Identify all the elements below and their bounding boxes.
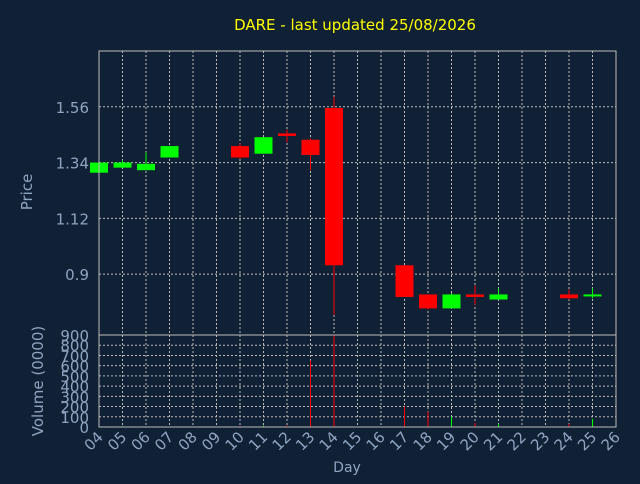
volume-panel-frame — [98, 334, 617, 428]
volume-tick-label: 600 — [60, 358, 89, 376]
price-tick-label: 1.12 — [56, 210, 89, 228]
volume-tick-label: 400 — [60, 378, 89, 396]
x-axis-label: Day — [333, 460, 361, 476]
volume-tick-label: 100 — [60, 409, 89, 427]
volume-tick-label: 500 — [60, 368, 89, 386]
candle-body — [325, 108, 343, 266]
price-tick-labels: 1.56 1.34 1.12 0.9 — [56, 99, 89, 284]
volume-tick-label: 900 — [60, 327, 89, 345]
volume-bars — [98, 335, 593, 427]
candle-body — [395, 265, 414, 297]
x-tick-labels: 0405060708091011121314151617181920212223… — [81, 428, 624, 454]
candle-body — [560, 294, 578, 299]
volume-tick-label: 300 — [60, 388, 89, 406]
volume-tick-label: 800 — [60, 337, 89, 355]
candle-body — [442, 294, 461, 309]
volume-tick-label: 0 — [79, 419, 89, 437]
candle-body — [466, 294, 484, 297]
candle-body — [301, 139, 320, 155]
candle-body — [419, 294, 437, 309]
candle-body — [231, 146, 249, 158]
volume-tick-label: 700 — [60, 347, 89, 365]
candle-body — [583, 294, 602, 297]
candle-body — [137, 163, 155, 171]
candle-body — [489, 294, 508, 300]
candles — [90, 96, 602, 315]
candle-body — [278, 133, 296, 136]
price-tick-label: 1.34 — [56, 155, 89, 173]
price-axis-label: Price — [18, 174, 36, 211]
chart-title: DARE - last updated 25/08/2026 — [234, 16, 476, 34]
volume-axis-label: Volume (0000) — [29, 326, 47, 436]
volume-tick-label: 200 — [60, 399, 89, 417]
candle-body — [254, 137, 273, 154]
price-tick-label: 0.9 — [65, 266, 89, 284]
candle-body — [160, 146, 179, 158]
price-tick-label: 1.56 — [56, 99, 89, 117]
candle-body — [113, 162, 132, 168]
